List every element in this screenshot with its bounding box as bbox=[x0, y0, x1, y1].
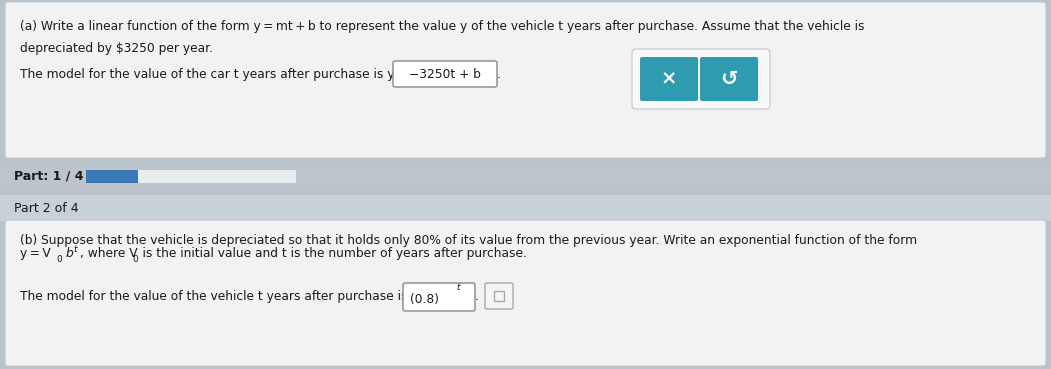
Bar bbox=[494, 291, 504, 301]
FancyBboxPatch shape bbox=[86, 170, 138, 183]
Text: 0: 0 bbox=[56, 255, 62, 264]
Text: The model for the value of the car t years after purchase is y =: The model for the value of the car t yea… bbox=[20, 68, 407, 81]
FancyBboxPatch shape bbox=[86, 170, 296, 183]
Text: depreciated by $3250 per year.: depreciated by $3250 per year. bbox=[20, 42, 213, 55]
Text: (b) Suppose that the vehicle is depreciated so that it holds only 80% of its val: (b) Suppose that the vehicle is deprecia… bbox=[20, 234, 918, 247]
Text: b: b bbox=[66, 247, 74, 260]
FancyBboxPatch shape bbox=[5, 220, 1046, 366]
Text: ↺: ↺ bbox=[720, 69, 738, 89]
FancyBboxPatch shape bbox=[485, 283, 513, 309]
FancyBboxPatch shape bbox=[5, 2, 1046, 158]
FancyBboxPatch shape bbox=[640, 57, 698, 101]
Bar bbox=[0, 195, 1051, 221]
Text: The model for the value of the vehicle t years after purchase is y =: The model for the value of the vehicle t… bbox=[20, 290, 431, 303]
Text: (a) Write a linear function of the form y = mt + b to represent the value y of t: (a) Write a linear function of the form … bbox=[20, 20, 865, 33]
Text: t: t bbox=[73, 245, 77, 254]
Text: y = V: y = V bbox=[20, 247, 50, 260]
Text: .: . bbox=[497, 68, 501, 81]
FancyBboxPatch shape bbox=[393, 61, 497, 87]
Text: Part: 1 / 4: Part: 1 / 4 bbox=[14, 169, 83, 183]
Text: t: t bbox=[456, 283, 459, 292]
FancyBboxPatch shape bbox=[632, 49, 770, 109]
Text: (0.8): (0.8) bbox=[410, 293, 439, 306]
Text: , where V: , where V bbox=[80, 247, 138, 260]
Text: .: . bbox=[475, 290, 479, 303]
FancyBboxPatch shape bbox=[403, 283, 475, 311]
Text: is the initial value and t is the number of years after purchase.: is the initial value and t is the number… bbox=[140, 247, 527, 260]
Text: ×: × bbox=[661, 69, 677, 89]
FancyBboxPatch shape bbox=[700, 57, 758, 101]
Bar bbox=[0, 161, 1051, 191]
Text: −3250t + b: −3250t + b bbox=[409, 69, 481, 82]
Text: Part 2 of 4: Part 2 of 4 bbox=[14, 201, 79, 214]
Text: 0: 0 bbox=[132, 255, 138, 264]
